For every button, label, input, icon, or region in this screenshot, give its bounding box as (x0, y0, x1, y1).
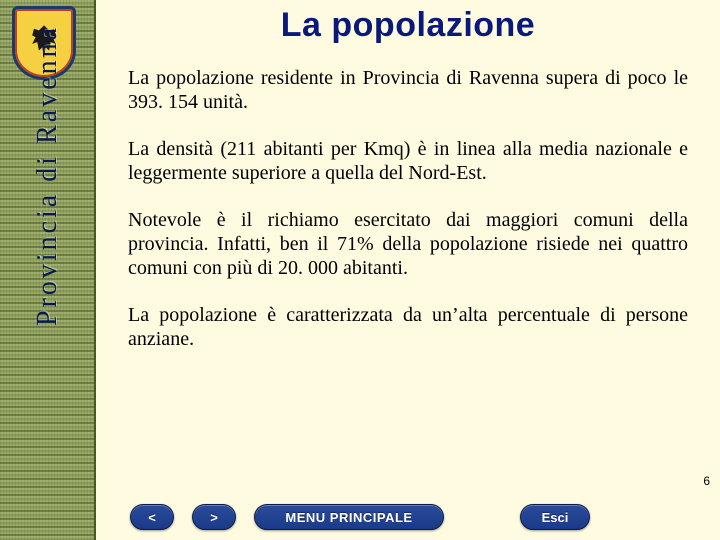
page-title: La popolazione (96, 6, 720, 45)
paragraph: Notevole è il richiamo esercitato dai ma… (128, 208, 688, 281)
paragraph: La popolazione residente in Provincia di… (128, 66, 688, 115)
next-button[interactable]: > (192, 504, 236, 530)
exit-button[interactable]: Esci (520, 504, 590, 530)
paragraph: La densità (211 abitanti per Kmq) è in l… (128, 137, 688, 186)
body-text: La popolazione residente in Provincia di… (128, 66, 688, 374)
paragraph: La popolazione è caratterizzata da un’al… (128, 303, 688, 352)
nav-bar: < > MENU PRINCIPALE Esci (0, 504, 720, 530)
prev-button[interactable]: < (130, 504, 174, 530)
menu-button[interactable]: MENU PRINCIPALE (254, 504, 444, 530)
slide: Provincia di Ravenna La popolazione La p… (0, 0, 720, 540)
sidebar: Provincia di Ravenna (0, 0, 96, 540)
sidebar-vertical-label: Provincia di Ravenna (32, 25, 64, 326)
page-number: 6 (703, 474, 710, 488)
